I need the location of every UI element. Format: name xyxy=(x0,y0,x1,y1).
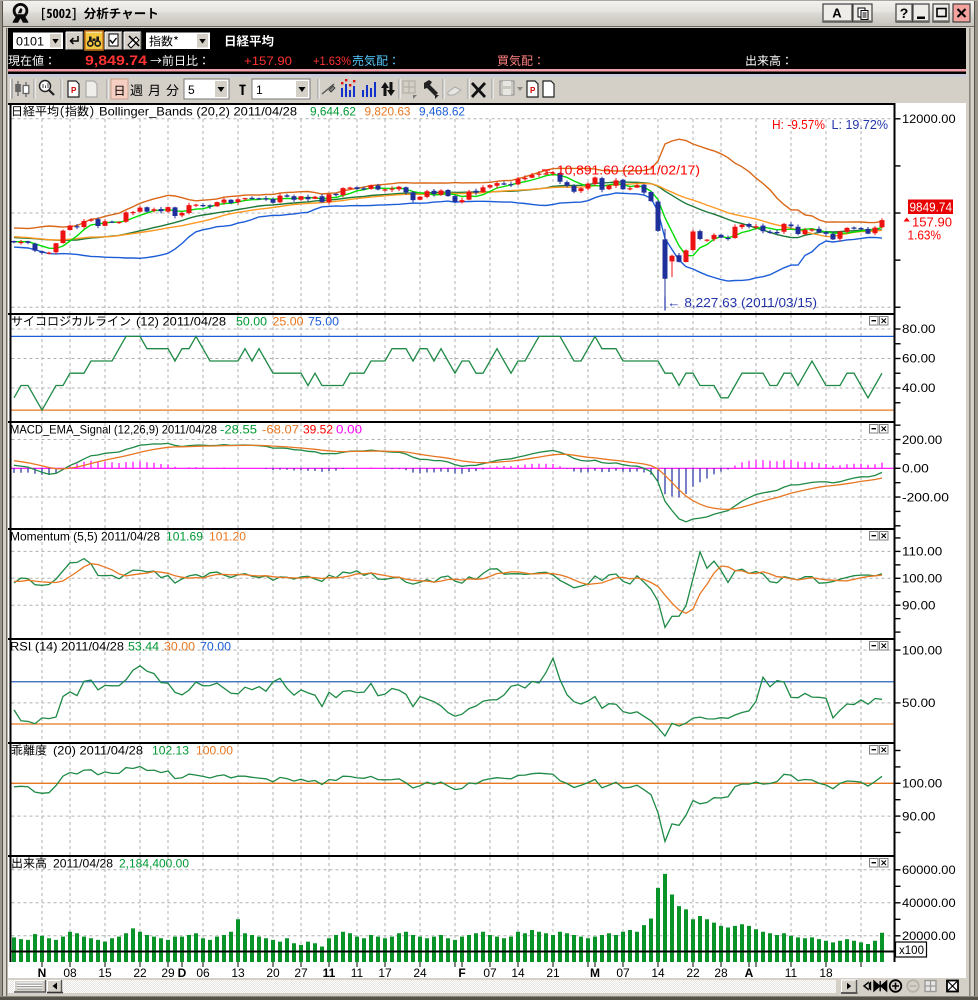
svg-text:Momentum (5,5) 2011/04/28: Momentum (5,5) 2011/04/28 xyxy=(10,530,160,544)
svg-text:29: 29 xyxy=(161,966,175,980)
svg-text:101.20: 101.20 xyxy=(209,530,246,544)
svg-text:18: 18 xyxy=(819,966,833,980)
svg-text:14: 14 xyxy=(651,966,665,980)
svg-text:24: 24 xyxy=(413,966,427,980)
svg-text:M: M xyxy=(590,966,600,980)
svg-text:100.00: 100.00 xyxy=(902,777,943,791)
svg-text:9,644.62: 9,644.62 xyxy=(310,105,356,119)
svg-text:60.00: 60.00 xyxy=(902,352,936,366)
svg-text:15: 15 xyxy=(98,966,112,980)
svg-text:101.69: 101.69 xyxy=(166,530,203,544)
svg-text:A: A xyxy=(832,6,842,21)
svg-text:60000.00: 60000.00 xyxy=(902,863,956,877)
svg-text:102.13: 102.13 xyxy=(152,744,189,758)
svg-text:MACD_EMA_Signal (12,26,9) 2011: MACD_EMA_Signal (12,26,9) 2011/04/28 xyxy=(10,423,217,437)
svg-text:P: P xyxy=(530,86,536,95)
svg-text:40000.00: 40000.00 xyxy=(902,896,956,910)
svg-text:-68.07: -68.07 xyxy=(262,423,299,437)
svg-text:F: F xyxy=(458,966,465,980)
svg-text:100.00: 100.00 xyxy=(196,744,233,758)
svg-text:08: 08 xyxy=(63,966,77,980)
svg-text:100.00: 100.00 xyxy=(902,572,943,586)
svg-text:A: A xyxy=(745,966,754,980)
svg-text:27: 27 xyxy=(294,966,308,980)
svg-text:11: 11 xyxy=(323,966,336,980)
svg-text:(20) 2011/04/28: (20) 2011/04/28 xyxy=(53,744,143,758)
svg-text:11: 11 xyxy=(785,966,798,980)
svg-text:D: D xyxy=(178,966,187,980)
svg-text:0101: 0101 xyxy=(16,35,44,49)
svg-text:110.00: 110.00 xyxy=(902,545,943,559)
svg-text:20: 20 xyxy=(266,966,280,980)
svg-text:07: 07 xyxy=(483,966,497,980)
svg-text:5: 5 xyxy=(188,83,195,97)
svg-text:1.63%: 1.63% xyxy=(908,229,942,243)
svg-text:80.00: 80.00 xyxy=(902,322,936,336)
svg-text:39.52: 39.52 xyxy=(303,423,333,437)
svg-text:←10,891.60 (2011/02/17): ←10,891.60 (2011/02/17) xyxy=(543,164,700,178)
svg-text:P: P xyxy=(71,86,77,95)
svg-text:N: N xyxy=(38,966,47,980)
svg-text:22: 22 xyxy=(133,966,147,980)
svg-text:53.44: 53.44 xyxy=(128,640,159,654)
svg-text:-28.55: -28.55 xyxy=(220,423,257,437)
svg-text:90.00: 90.00 xyxy=(902,598,936,612)
svg-text:75.00: 75.00 xyxy=(308,315,339,329)
svg-text:9,849.74: 9,849.74 xyxy=(85,53,148,68)
svg-text:9,820.63: 9,820.63 xyxy=(365,105,411,119)
svg-text:+157.90: +157.90 xyxy=(244,54,292,68)
svg-text:2011/04/28: 2011/04/28 xyxy=(53,857,113,871)
svg-text:50.00: 50.00 xyxy=(236,315,267,329)
svg-text:100.00: 100.00 xyxy=(902,643,943,657)
svg-text:← 8,227.63 (2011/03/15): ← 8,227.63 (2011/03/15) xyxy=(667,296,817,310)
svg-text:30.00: 30.00 xyxy=(164,640,195,654)
svg-text:12000.00: 12000.00 xyxy=(902,112,956,126)
svg-text:2,184,400.00: 2,184,400.00 xyxy=(119,857,189,871)
svg-text:25.00: 25.00 xyxy=(273,315,304,329)
svg-text:+1.63%: +1.63% xyxy=(313,54,351,68)
svg-text:06: 06 xyxy=(196,966,210,980)
svg-text:11: 11 xyxy=(351,966,364,980)
svg-text:20000.00: 20000.00 xyxy=(902,929,956,943)
svg-text:21: 21 xyxy=(546,966,560,980)
svg-text:70.00: 70.00 xyxy=(200,640,231,654)
svg-text:?: ? xyxy=(900,5,909,21)
svg-text:28: 28 xyxy=(714,966,728,980)
svg-text:157.90: 157.90 xyxy=(912,216,952,230)
svg-text:40.00: 40.00 xyxy=(902,381,936,395)
svg-text:17: 17 xyxy=(378,966,392,980)
svg-text:90.00: 90.00 xyxy=(902,809,936,823)
svg-text:-200.00: -200.00 xyxy=(902,490,949,504)
svg-text:H: -9.57%: H: -9.57% xyxy=(772,118,825,132)
svg-text:9849.74: 9849.74 xyxy=(910,201,953,215)
svg-text:14: 14 xyxy=(511,966,525,980)
svg-text:1: 1 xyxy=(256,83,263,97)
svg-text:13: 13 xyxy=(231,966,245,980)
svg-text:9,468.62: 9,468.62 xyxy=(419,105,465,119)
svg-text:Bollinger_Bands (20,2) 2011/04: Bollinger_Bands (20,2) 2011/04/28 xyxy=(99,105,297,119)
svg-text:200.00: 200.00 xyxy=(902,433,943,447)
svg-text:(12) 2011/04/28: (12) 2011/04/28 xyxy=(136,315,226,329)
svg-text:L: 19.72%: L: 19.72% xyxy=(832,118,889,132)
svg-text:22: 22 xyxy=(686,966,700,980)
svg-text:0.00: 0.00 xyxy=(902,462,929,476)
svg-text:0.00: 0.00 xyxy=(336,423,362,437)
svg-text:50.00: 50.00 xyxy=(902,696,936,710)
svg-text:RSI (14) 2011/04/28: RSI (14) 2011/04/28 xyxy=(10,640,124,654)
svg-text:07: 07 xyxy=(616,966,630,980)
svg-text:x100: x100 xyxy=(899,943,924,957)
